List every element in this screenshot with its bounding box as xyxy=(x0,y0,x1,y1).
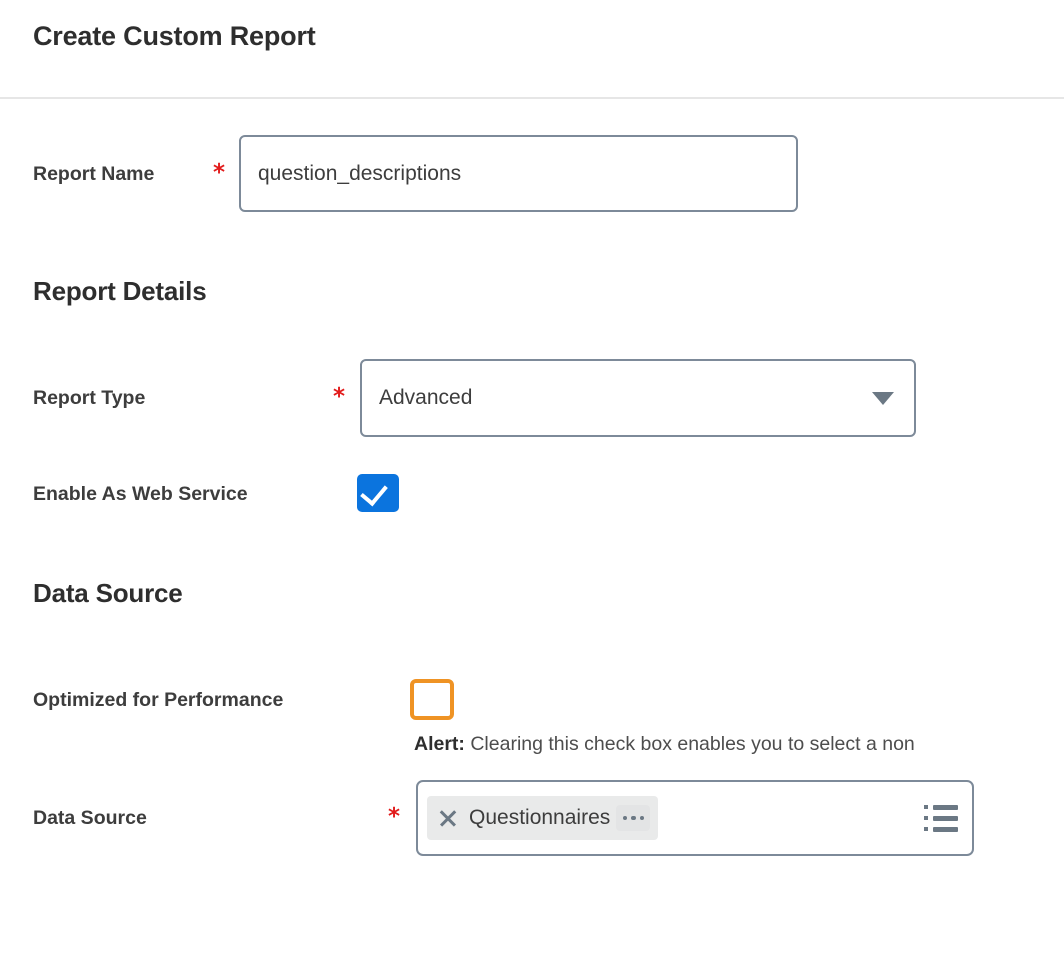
report-type-selected-value: Advanced xyxy=(379,386,473,409)
report-type-dropdown[interactable]: Advanced xyxy=(360,359,916,437)
enable-as-web-service-checkbox[interactable] xyxy=(357,474,399,512)
report-name-input[interactable] xyxy=(239,135,798,212)
report-type-required-asterisk: * xyxy=(333,384,346,410)
data-source-heading: Data Source xyxy=(33,578,183,608)
data-source-selected-pill: Questionnaires xyxy=(427,796,659,840)
data-source-multiselect[interactable]: Questionnaires xyxy=(416,780,974,856)
report-details-heading: Report Details xyxy=(33,276,207,306)
data-source-required-asterisk: * xyxy=(388,804,401,830)
alert-prefix: Alert: xyxy=(414,733,465,755)
related-actions-icon[interactable] xyxy=(616,805,651,831)
page-title: Create Custom Report xyxy=(33,21,316,51)
page-header: Create Custom Report xyxy=(0,0,1064,99)
chevron-down-icon xyxy=(872,391,894,405)
report-type-label: Report Type xyxy=(33,387,146,409)
enable-as-web-service-label: Enable As Web Service xyxy=(33,483,248,505)
optimized-for-performance-label: Optimized for Performance xyxy=(33,689,284,711)
alert-message: Clearing this check box enables you to s… xyxy=(470,733,915,755)
data-source-pill-label: Questionnaires xyxy=(469,806,611,829)
report-name-required-asterisk: * xyxy=(213,160,226,186)
list-prompt-icon[interactable] xyxy=(924,804,958,832)
checkmark-icon xyxy=(360,477,388,507)
data-source-label: Data Source xyxy=(33,807,147,829)
optimized-for-performance-checkbox[interactable] xyxy=(410,679,454,720)
close-icon[interactable] xyxy=(433,803,463,833)
report-name-label: Report Name xyxy=(33,163,155,185)
optimized-for-performance-alert: Alert: Clearing this check box enables y… xyxy=(414,733,1064,756)
